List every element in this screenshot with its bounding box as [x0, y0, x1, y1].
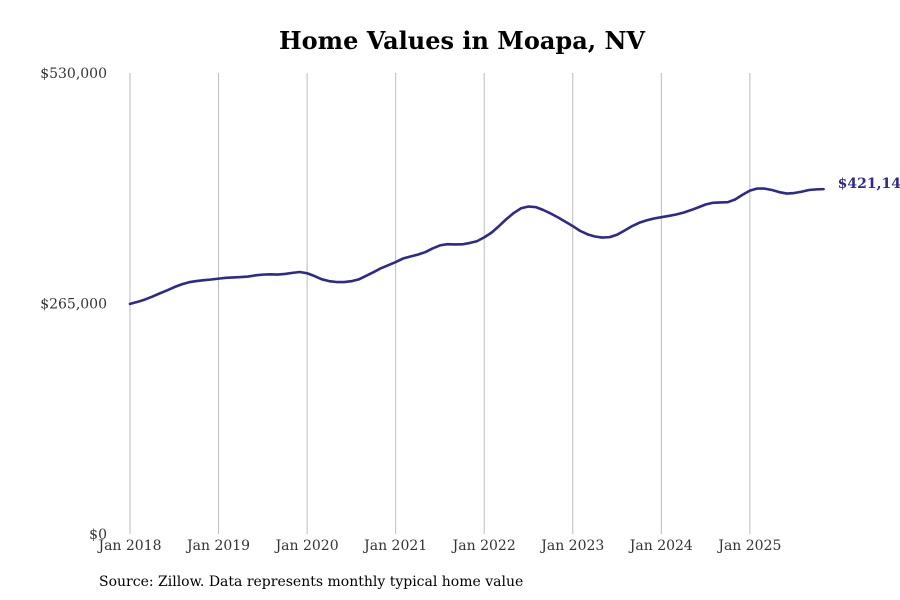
y-tick-label: $530,000	[40, 66, 107, 82]
x-tick-label: Jan 2022	[451, 538, 516, 554]
x-tick-label: Jan 2025	[716, 538, 781, 554]
y-tick-label: $265,000	[40, 297, 107, 313]
chart-source-note: Source: Zillow. Data represents monthly …	[99, 574, 524, 590]
grid-layer	[129, 73, 751, 534]
series-layer: $421,146	[128, 176, 900, 306]
series-line	[128, 187, 825, 306]
y-axis: $0 $265,000 $530,000	[40, 66, 107, 543]
x-tick-label: Jan 2018	[96, 538, 161, 554]
x-axis: Jan 2018 Jan 2019 Jan 2020 Jan 2021 Jan 2022…	[96, 538, 781, 554]
x-tick-label: Jan 2023	[539, 538, 604, 554]
x-tick-label: Jan 2021	[362, 538, 427, 554]
chart-title: Home Values in Moapa, NV	[278, 26, 646, 55]
x-tick-label: Jan 2020	[274, 538, 339, 554]
y-tick-label: $0	[89, 527, 107, 543]
x-tick-label: Jan 2024	[628, 538, 693, 554]
x-tick-label: Jan 2019	[185, 538, 250, 554]
series-end-value-label: $421,146	[838, 176, 900, 192]
